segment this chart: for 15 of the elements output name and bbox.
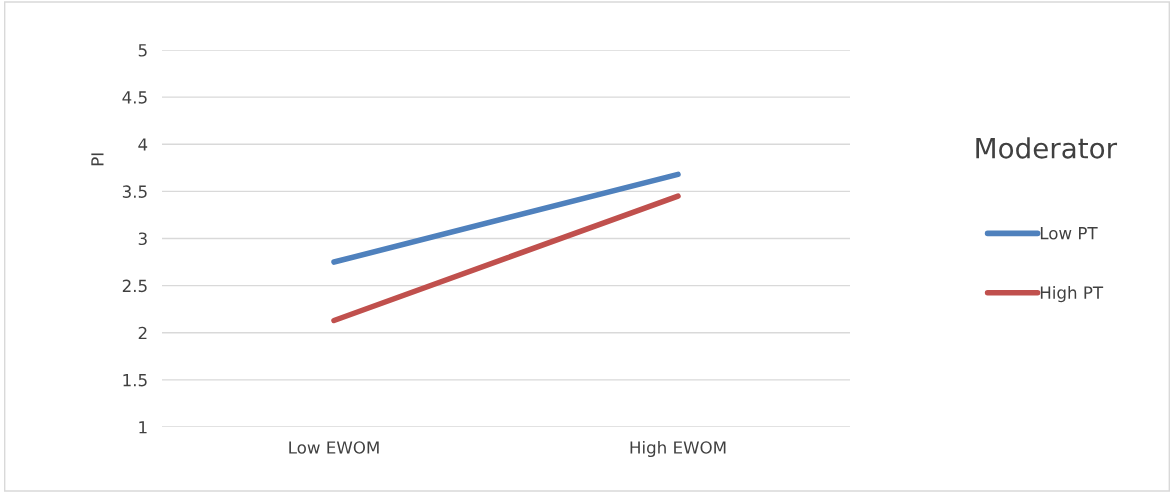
legend-label: Low PT bbox=[1040, 227, 1098, 240]
y-tick-label: 2.5 bbox=[122, 279, 147, 293]
y-tick-label: 3 bbox=[138, 232, 147, 246]
y-tick-label: 1 bbox=[139, 421, 147, 434]
y-tick-label: 2 bbox=[138, 326, 147, 340]
y-tick-label: 1.5 bbox=[123, 374, 147, 387]
y-axis-title: PI bbox=[91, 153, 104, 166]
x-tick-label: Low EWOM bbox=[289, 441, 379, 454]
y-tick-label: 4 bbox=[138, 138, 148, 151]
y-tick-label: 5 bbox=[138, 44, 147, 57]
y-tick-label: 3.5 bbox=[122, 185, 147, 198]
y-tick-label: 4.5 bbox=[122, 91, 147, 104]
legend-title: Moderator bbox=[976, 137, 1118, 159]
x-tick-label: High EWOM bbox=[630, 440, 726, 458]
legend-label: High PT bbox=[1040, 286, 1104, 303]
